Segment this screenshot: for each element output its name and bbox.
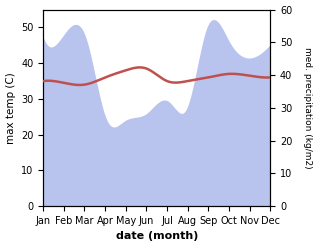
X-axis label: date (month): date (month) [115, 231, 198, 242]
Y-axis label: max temp (C): max temp (C) [5, 72, 16, 144]
Y-axis label: med. precipitation (kg/m2): med. precipitation (kg/m2) [303, 47, 313, 169]
